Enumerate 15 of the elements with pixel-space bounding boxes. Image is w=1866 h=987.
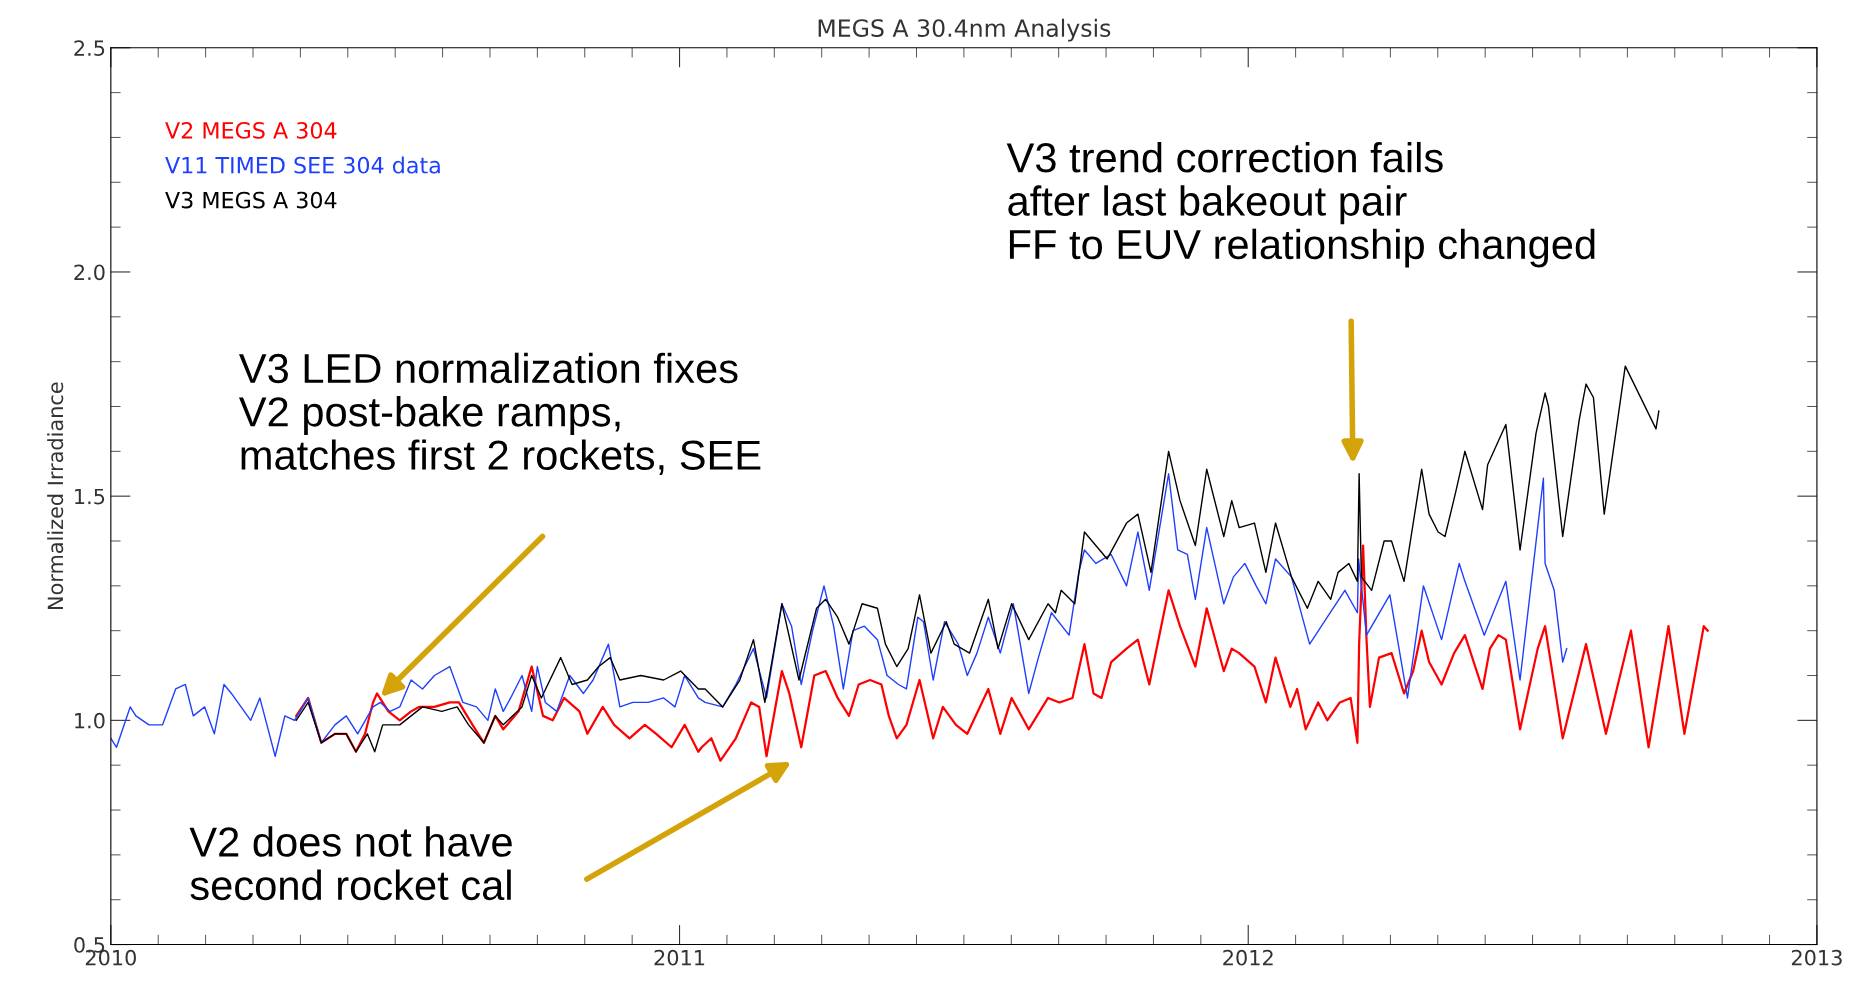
text: V2 MEGS A 304 [165,121,337,139]
y-tick-label: 2.0 [74,264,105,281]
text: V3 MEGS A 304 [165,191,337,209]
x-tick-label: 2012 [1223,949,1273,966]
annotation: V3 LED normalization fixes V2 post-bake ramps, matches first 2 rockets, SEE [238,352,761,475]
x-tick-label: 2013 [1791,949,1842,966]
text: V11 TIMED SEE 304 data [165,156,440,174]
y-tick-label: 1.5 [75,488,105,505]
y-tick-label: 1.0 [75,712,105,729]
annotation: V2 does not have second rocket cal [189,826,512,901]
y-tick-label: 2.5 [74,40,105,56]
y-axis-title: Normalized Irradiance [47,382,64,609]
x-tick-label: 2011 [654,949,705,966]
chart-title: MEGS A 30.4nm Analysis [818,18,1111,42]
annotation: V3 trend correction fails after last bakeout pair FF to EUV relationship changed [1006,141,1595,268]
